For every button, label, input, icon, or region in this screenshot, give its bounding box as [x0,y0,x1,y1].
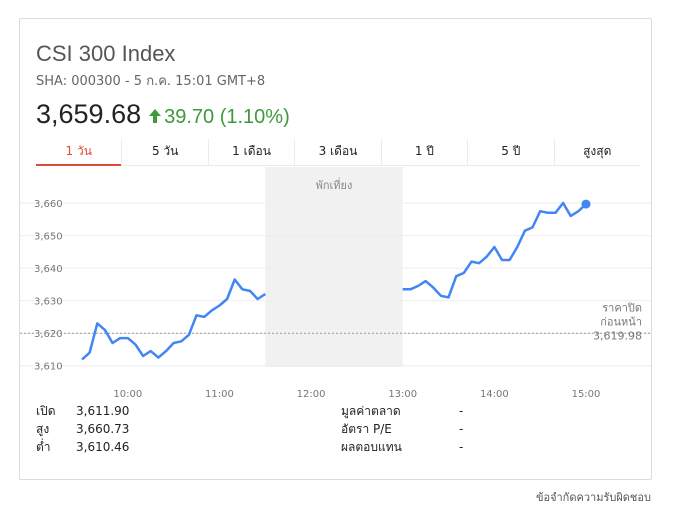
stat-value-dividend-yield: - [459,440,464,454]
y-tick-label: 3,630 [34,297,63,308]
lunch-break-band [265,167,403,367]
index-subtitle: SHA: 000300 - 5 ก.ค. 15:01 GMT+8 [36,74,266,89]
x-tick-label: 13:00 [388,389,417,399]
stat-row-open: เปิด 3,611.90 มูลค่าตลาด - [36,402,636,420]
tab-5-days[interactable]: 5 วัน [122,139,209,165]
previous-close-label: ราคาปิด [602,301,642,314]
stat-value-pe-ratio: - [459,422,464,436]
x-tick-label: 11:00 [205,389,234,399]
price-change: 39.70 (1.10%) [149,106,290,129]
tab-3-months[interactable]: 3 เดือน [295,139,382,165]
lunch-break-label: พักเที่ยง [316,177,353,192]
stat-label-low: ต่ำ [36,440,51,454]
x-axis-labels: 10:00 11:00 12:00 13:00 14:00 15:00 [113,389,600,399]
y-tick-label: 3,650 [34,232,63,243]
y-tick-label: 3,640 [34,264,63,275]
stat-label-high: สูง [36,422,50,436]
x-tick-label: 10:00 [113,389,142,399]
x-tick-label: 12:00 [297,389,326,399]
stat-value-market-cap: - [459,404,464,418]
index-title[interactable]: CSI 300 Index [36,41,176,66]
previous-close-value: 3,619.98 [593,329,642,342]
stat-value-open: 3,611.90 [76,404,130,418]
finance-card: CSI 300 Index SHA: 000300 - 5 ก.ค. 15:01… [19,18,652,480]
current-price: 3,659.68 [36,99,142,129]
previous-close-label-2: ก่อนหน้า [600,315,642,328]
y-axis-labels: 3,610 3,620 3,630 3,640 3,650 3,660 [34,199,63,373]
tab-1-month[interactable]: 1 เดือน [209,139,296,165]
tab-5-years[interactable]: 5 ปี [468,139,555,165]
price-row: 3,659.68 39.70 (1.10%) [36,99,290,130]
stat-label-dividend-yield: ผลตอบแทน [341,440,402,454]
disclaimer-link[interactable]: ข้อจำกัดความรับผิดชอบ [535,491,651,504]
stat-label-market-cap: มูลค่าตลาด [341,404,401,418]
y-tick-label: 3,620 [34,329,63,340]
x-tick-label: 15:00 [572,389,601,399]
stat-label-pe-ratio: อัตรา P/E [341,422,392,436]
tab-1-day[interactable]: 1 วัน [36,139,123,166]
stat-value-high: 3,660.73 [76,422,130,436]
price-chart[interactable]: พักเที่ยง 3,610 3,620 3,630 3,640 3,650 3,660… [20,167,651,399]
stat-label-open: เปิด [36,404,56,418]
price-change-value: 39.70 (1.10%) [164,106,290,128]
stat-row-low: ต่ำ 3,610.46 ผลตอบแทน - [36,438,636,456]
tab-max[interactable]: สูงสุด [583,144,612,158]
price-line-afternoon [402,201,587,299]
range-tabs: 1 วัน 5 วัน 1 เดือน 3 เดือน 1 ปี 5 ปี สู… [36,139,640,166]
stat-row-high: สูง 3,660.73 อัตรา P/E - [36,420,636,438]
y-tick-label: 3,610 [34,362,63,373]
stats-table: เปิด 3,611.90 มูลค่าตลาด - สูง 3,660.73 … [36,402,636,456]
y-tick-label: 3,660 [34,199,63,210]
price-line-morning [81,278,266,361]
last-price-dot [581,199,591,209]
stat-value-low: 3,610.46 [76,440,130,454]
arrow-up-icon [149,109,162,128]
x-tick-label: 14:00 [480,389,509,399]
tab-1-year[interactable]: 1 ปี [382,139,469,165]
